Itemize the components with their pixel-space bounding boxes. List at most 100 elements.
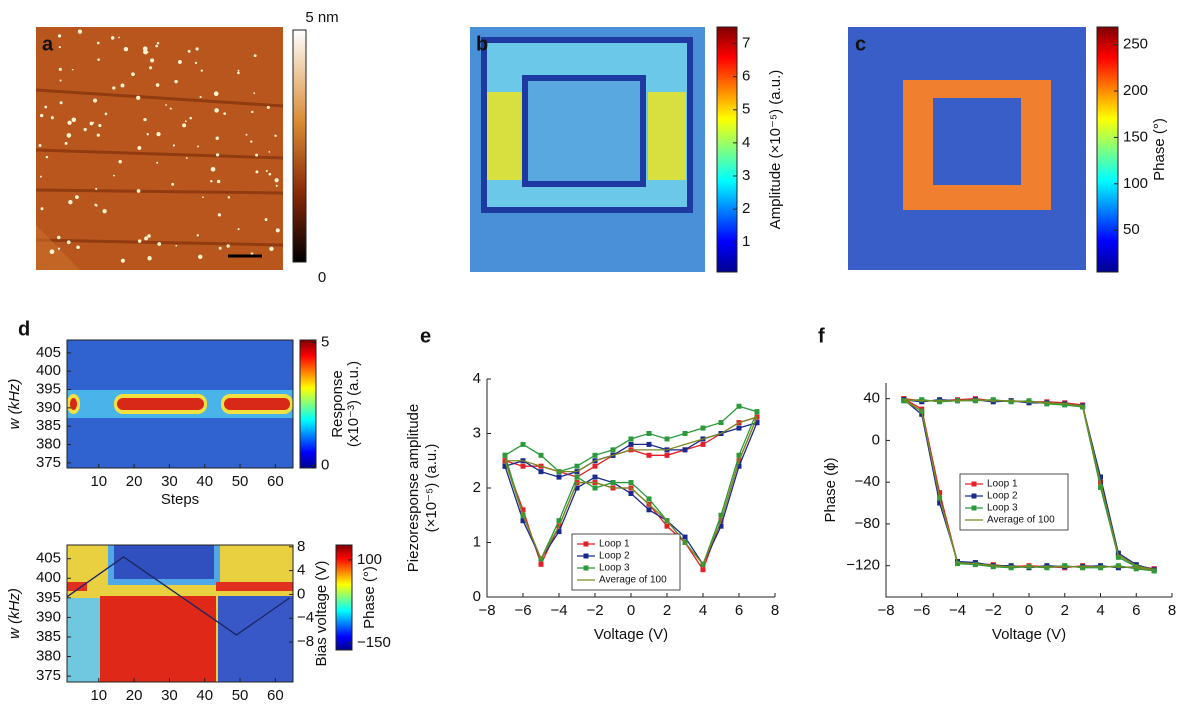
afm-particle bbox=[143, 117, 147, 122]
afm-particle bbox=[39, 175, 42, 178]
data-point bbox=[592, 485, 598, 491]
data-point bbox=[937, 500, 943, 506]
phase-stripe bbox=[216, 582, 293, 591]
afm-particle bbox=[269, 246, 274, 251]
data-point bbox=[520, 463, 526, 469]
colorbar-tick-label: 4 bbox=[742, 134, 750, 151]
colorbar-tick-label: 250 bbox=[1123, 36, 1148, 53]
afm-particle bbox=[97, 58, 100, 62]
afm-particle bbox=[268, 172, 272, 176]
x-tick-label: −8 bbox=[877, 602, 894, 619]
y-tick-label: −80 bbox=[855, 515, 880, 532]
afm-particle bbox=[136, 95, 141, 100]
afm-particle bbox=[149, 66, 153, 70]
y-tick-label: 405 bbox=[36, 344, 61, 361]
afm-particle bbox=[275, 184, 278, 187]
afm-particle bbox=[237, 69, 240, 72]
data-point bbox=[736, 452, 742, 458]
y-tick-label: 400 bbox=[36, 362, 61, 379]
afm-particle bbox=[49, 249, 55, 255]
afm-particle bbox=[118, 36, 120, 39]
afm-particle bbox=[177, 60, 182, 64]
afm-particle bbox=[227, 196, 231, 199]
x-tick-label: 60 bbox=[267, 473, 284, 490]
inner-domain bbox=[933, 98, 1021, 185]
afm-particle bbox=[202, 196, 204, 199]
data-point bbox=[955, 561, 960, 567]
afm-particle bbox=[264, 218, 268, 222]
data-point bbox=[592, 474, 598, 480]
afm-step bbox=[35, 88, 284, 108]
data-point bbox=[1098, 565, 1103, 571]
afm-particle bbox=[146, 133, 149, 136]
afm-particle bbox=[218, 246, 222, 250]
data-point bbox=[664, 436, 670, 442]
y-tick-label: −40 bbox=[855, 473, 880, 490]
afm-particle bbox=[118, 160, 122, 164]
panel-label: c bbox=[855, 33, 866, 55]
afm-step bbox=[35, 188, 284, 195]
afm-particle bbox=[144, 236, 149, 241]
y-tick-label: 405 bbox=[36, 550, 61, 567]
afm-particle bbox=[268, 151, 271, 153]
afm-particle bbox=[200, 69, 203, 72]
data-point bbox=[1026, 398, 1032, 404]
legend-label: Loop 1 bbox=[599, 539, 630, 550]
afm-particle bbox=[102, 208, 107, 214]
y-tick-label: 0 bbox=[872, 431, 880, 448]
data-point bbox=[1062, 402, 1068, 408]
x-tick-label: −2 bbox=[985, 602, 1002, 619]
colorbar-tick-label: 5 bbox=[742, 101, 750, 118]
y-tick-label: 3 bbox=[473, 424, 481, 441]
x-axis-label: Voltage (V) bbox=[992, 626, 1066, 643]
data-point bbox=[1044, 401, 1050, 407]
panel-label: d bbox=[18, 318, 30, 340]
colorbar bbox=[335, 544, 353, 651]
afm-particle bbox=[59, 101, 63, 105]
colorbar-tick-label: 100 bbox=[1123, 175, 1148, 192]
data-point bbox=[628, 480, 634, 486]
y2-tick-label: 4 bbox=[297, 562, 305, 579]
afm-particle bbox=[255, 153, 259, 157]
colorbar bbox=[716, 26, 738, 273]
data-point bbox=[1133, 566, 1139, 572]
x-tick-label: −8 bbox=[478, 602, 495, 619]
data-point bbox=[718, 512, 724, 518]
y-tick-label: 380 bbox=[36, 435, 61, 452]
data-point bbox=[682, 447, 688, 453]
x-tick-label: 4 bbox=[699, 602, 707, 619]
afm-particle bbox=[120, 83, 125, 88]
legend-marker bbox=[971, 493, 977, 499]
data-point bbox=[628, 436, 634, 442]
y-tick-label: 1 bbox=[473, 533, 481, 550]
afm-particle bbox=[50, 116, 54, 120]
series-line bbox=[903, 399, 1155, 571]
resonance-peak bbox=[117, 398, 204, 410]
afm-particle bbox=[39, 113, 44, 118]
afm-particle bbox=[184, 120, 187, 123]
x-tick-label: 30 bbox=[161, 687, 178, 701]
panel-label: b bbox=[476, 33, 488, 55]
afm-particle bbox=[71, 117, 77, 123]
afm-image bbox=[36, 27, 283, 270]
x-tick-label: 8 bbox=[1168, 602, 1176, 619]
data-point bbox=[610, 480, 616, 486]
x-tick-label: 20 bbox=[126, 687, 143, 701]
data-point bbox=[628, 441, 634, 447]
data-point bbox=[556, 529, 562, 535]
afm-particle bbox=[123, 46, 129, 52]
afm-particle bbox=[215, 136, 219, 140]
colorbar-tick-label: 2 bbox=[742, 200, 750, 217]
data-point bbox=[646, 431, 652, 436]
afm-particle bbox=[120, 258, 125, 263]
afm-particle bbox=[237, 71, 240, 75]
colorbar-tick-label: −150 bbox=[357, 634, 391, 651]
colorbar-tick-label: 200 bbox=[1123, 82, 1148, 99]
panel-label: a bbox=[42, 33, 54, 55]
y-axis-label: (×10⁻⁵) (a.u.) bbox=[423, 444, 440, 533]
y-tick-label: 375 bbox=[36, 667, 61, 684]
legend-label: Average of 100 bbox=[987, 515, 1055, 526]
afm-particle bbox=[57, 235, 61, 240]
afm-particle bbox=[169, 107, 172, 110]
afm-particle bbox=[210, 166, 216, 172]
